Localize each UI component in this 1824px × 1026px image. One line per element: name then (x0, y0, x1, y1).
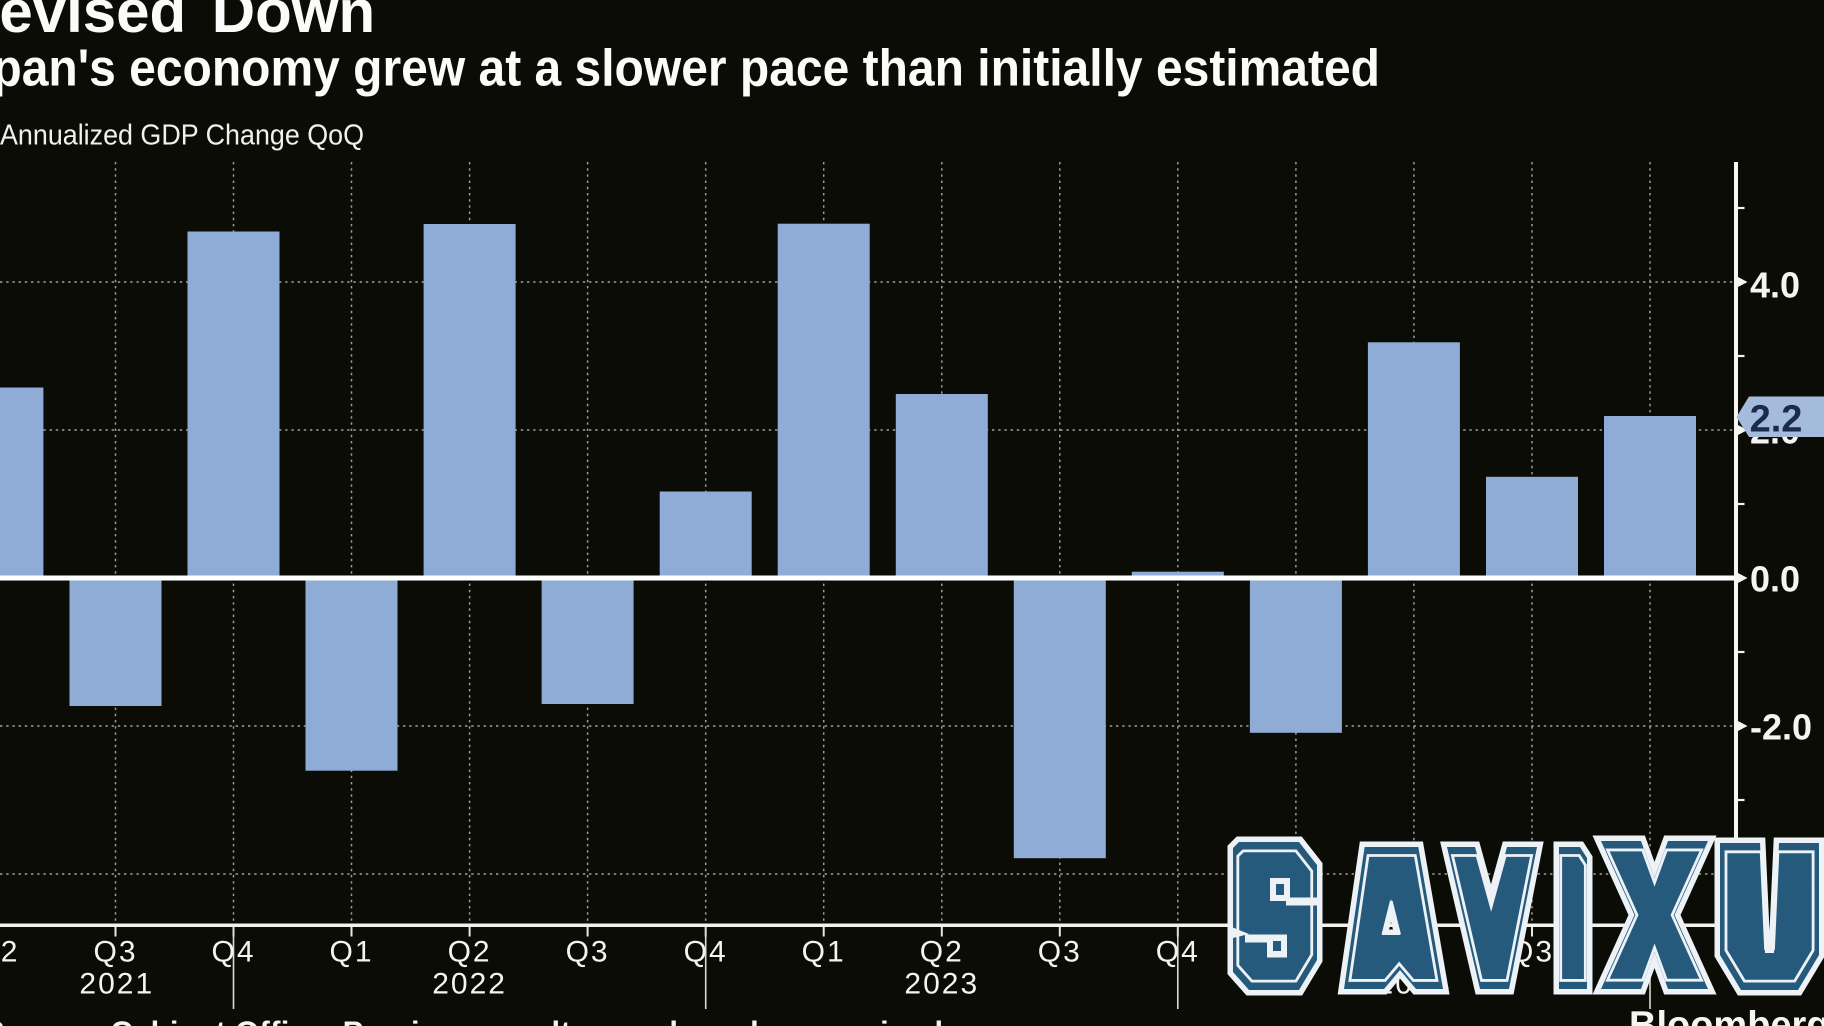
svg-text:Q4: Q4 (1156, 936, 1200, 969)
svg-text:Annualized GDP Change QoQ: Annualized GDP Change QoQ (0, 120, 364, 152)
svg-text:Q1: Q1 (802, 936, 846, 969)
svg-text:2023: 2023 (904, 968, 979, 1001)
svg-text:2021: 2021 (79, 968, 154, 1001)
svg-text:Q1: Q1 (329, 936, 373, 969)
svg-text:-2.0: -2.0 (1750, 707, 1812, 748)
svg-text:Q3: Q3 (566, 936, 610, 969)
svg-text:Q4: Q4 (684, 936, 728, 969)
svg-text:Q2: Q2 (920, 936, 964, 969)
svg-text:Bloomberg: Bloomberg (1629, 1005, 1824, 1026)
svg-text:2022: 2022 (432, 968, 507, 1001)
svg-text:4.0: 4.0 (1750, 265, 1800, 306)
svg-text:Revised Down: Revised Down (0, 0, 375, 45)
svg-text:Q2: Q2 (448, 936, 492, 969)
svg-text:0.0: 0.0 (1750, 559, 1800, 600)
svg-text:Q2: Q2 (0, 936, 19, 969)
svg-text:Japan's economy grew at a slow: Japan's economy grew at a slower pace th… (0, 39, 1380, 97)
svg-text:2.2: 2.2 (1750, 399, 1803, 441)
svg-text:Source: Cabinet Office. Previo: Source: Cabinet Office. Previous results… (0, 1015, 943, 1026)
svg-text:Q4: Q4 (211, 936, 255, 969)
svg-text:Q3: Q3 (93, 936, 137, 969)
svg-text:Q3: Q3 (1038, 936, 1082, 969)
